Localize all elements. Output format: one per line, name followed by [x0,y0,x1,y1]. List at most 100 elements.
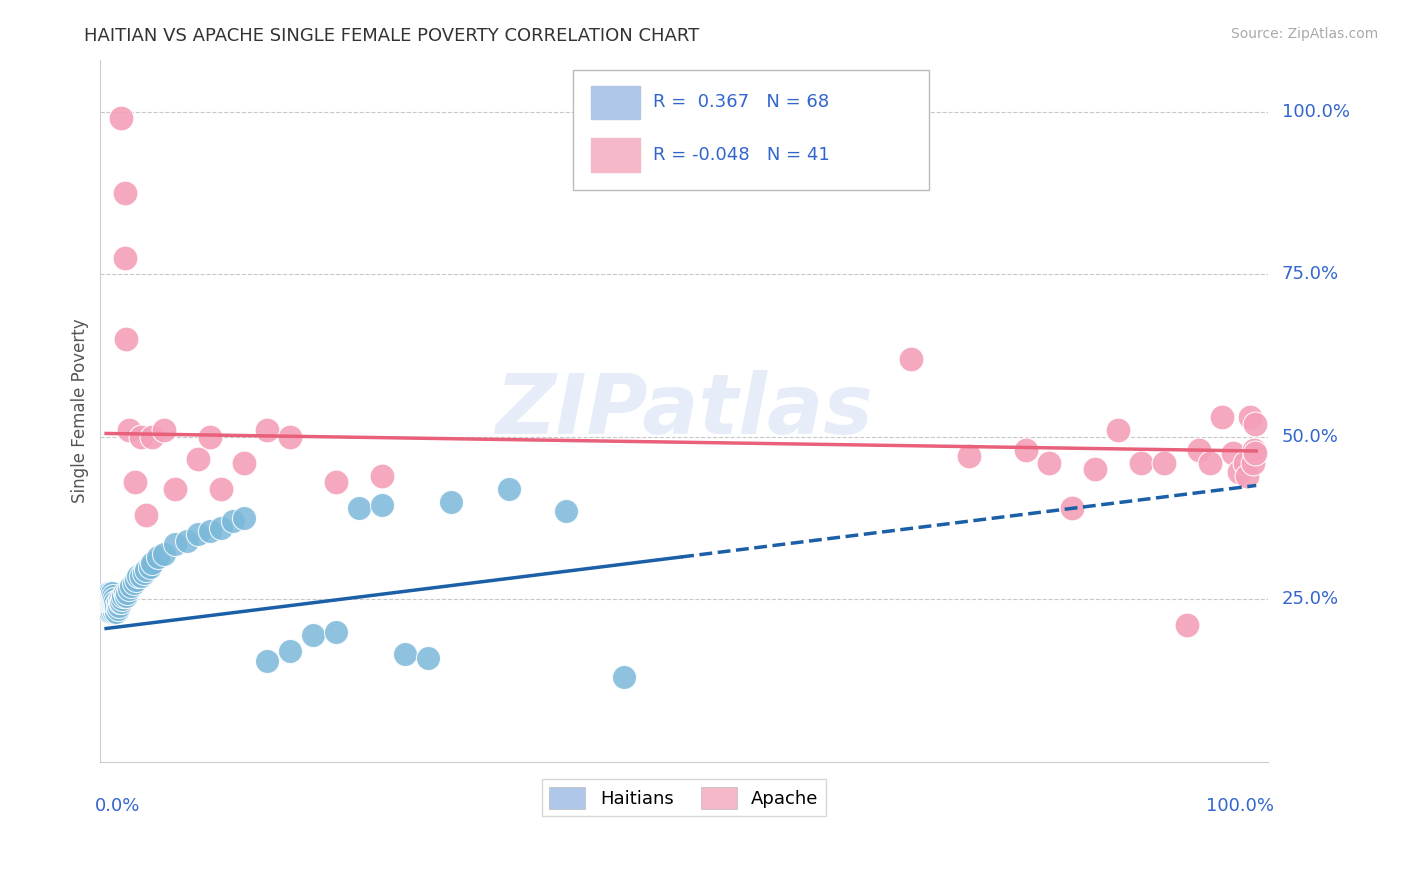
Point [100,589,122,603]
Point [108,592,131,607]
Text: ZIPatlas: ZIPatlas [495,370,873,451]
Point [100,602,122,616]
Point [278,644,301,658]
Point [325,624,347,639]
Point [103,605,125,619]
FancyBboxPatch shape [591,138,640,172]
Text: R = -0.048   N = 41: R = -0.048 N = 41 [652,146,830,164]
Point [96,602,118,616]
Point [97,599,120,613]
Point [1244,446,1267,460]
Point [198,430,221,444]
Point [115,585,138,599]
Point [1243,442,1265,457]
Point [105,599,128,613]
Point [1211,410,1233,425]
Point [108,595,131,609]
Point [139,559,162,574]
Point [101,602,124,616]
Point [129,430,152,444]
Point [1244,417,1267,431]
Point [98,585,121,599]
Point [198,524,221,538]
Text: 25.0%: 25.0% [1282,591,1339,608]
Point [125,573,148,587]
Point [135,508,157,522]
Point [1222,446,1244,460]
Point [111,592,134,607]
Point [233,456,256,470]
Point [124,475,146,490]
Point [302,628,325,642]
Point [100,595,122,609]
Point [152,547,174,561]
Point [1153,456,1175,470]
Point [498,482,520,496]
Text: HAITIAN VS APACHE SINGLE FEMALE POVERTY CORRELATION CHART: HAITIAN VS APACHE SINGLE FEMALE POVERTY … [84,27,700,45]
Point [146,549,169,564]
Point [221,514,243,528]
Point [114,589,136,603]
Point [103,599,125,613]
Point [127,569,149,583]
Point [101,605,124,619]
Point [101,599,124,613]
Point [120,579,142,593]
FancyBboxPatch shape [574,70,929,189]
Text: 100.0%: 100.0% [1205,797,1274,815]
Point [118,582,141,597]
Point [104,595,127,609]
Point [256,423,278,437]
Point [114,251,136,265]
Point [152,423,174,437]
Point [107,599,129,613]
Point [1107,423,1129,437]
Point [1084,462,1107,476]
Point [141,430,163,444]
Point [1188,442,1211,457]
Text: 50.0%: 50.0% [1282,427,1339,446]
Point [97,592,120,607]
Text: 100.0%: 100.0% [1282,103,1350,120]
Point [165,482,187,496]
Point [613,670,636,684]
Point [278,430,301,444]
Point [957,449,980,463]
Point [900,351,922,366]
Point [1130,456,1153,470]
Point [98,605,121,619]
Point [555,504,578,518]
Point [114,585,136,599]
Point [96,595,118,609]
Point [101,589,124,603]
Point [176,533,198,548]
Point [118,423,141,437]
Point [103,592,125,607]
Point [440,494,463,508]
Point [107,595,129,609]
Text: 75.0%: 75.0% [1282,265,1339,283]
Point [187,527,209,541]
Point [98,592,121,607]
Point [233,511,256,525]
Point [187,452,209,467]
Point [1236,468,1258,483]
Point [1175,618,1198,632]
Point [325,475,347,490]
Point [129,569,152,583]
Point [394,648,416,662]
Point [122,576,145,591]
Point [110,595,132,609]
Point [112,589,135,603]
Point [114,186,136,200]
Point [1015,442,1038,457]
Point [1241,456,1264,470]
Point [256,654,278,668]
Legend: Haitians, Apache: Haitians, Apache [543,780,825,816]
Point [110,111,132,125]
Point [98,599,121,613]
Point [347,501,370,516]
Point [371,468,394,483]
Point [101,592,124,607]
Point [114,332,136,346]
